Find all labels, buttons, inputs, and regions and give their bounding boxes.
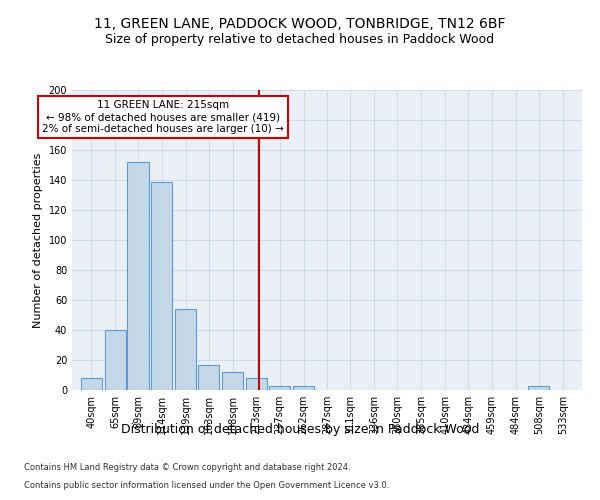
Bar: [269, 386, 290, 390]
Bar: [104, 330, 125, 390]
Bar: [151, 182, 172, 390]
Bar: [80, 378, 101, 390]
Bar: [246, 378, 267, 390]
Y-axis label: Number of detached properties: Number of detached properties: [33, 152, 43, 328]
Bar: [199, 364, 220, 390]
Bar: [175, 309, 196, 390]
Text: Contains HM Land Registry data © Crown copyright and database right 2024.: Contains HM Land Registry data © Crown c…: [24, 464, 350, 472]
Bar: [222, 372, 243, 390]
Bar: [293, 386, 314, 390]
Text: Contains public sector information licensed under the Open Government Licence v3: Contains public sector information licen…: [24, 481, 389, 490]
Text: Distribution of detached houses by size in Paddock Wood: Distribution of detached houses by size …: [121, 422, 479, 436]
Bar: [529, 386, 550, 390]
Bar: [127, 162, 149, 390]
Text: Size of property relative to detached houses in Paddock Wood: Size of property relative to detached ho…: [106, 32, 494, 46]
Text: 11 GREEN LANE: 215sqm
← 98% of detached houses are smaller (419)
2% of semi-deta: 11 GREEN LANE: 215sqm ← 98% of detached …: [42, 100, 284, 134]
Text: 11, GREEN LANE, PADDOCK WOOD, TONBRIDGE, TN12 6BF: 11, GREEN LANE, PADDOCK WOOD, TONBRIDGE,…: [94, 18, 506, 32]
